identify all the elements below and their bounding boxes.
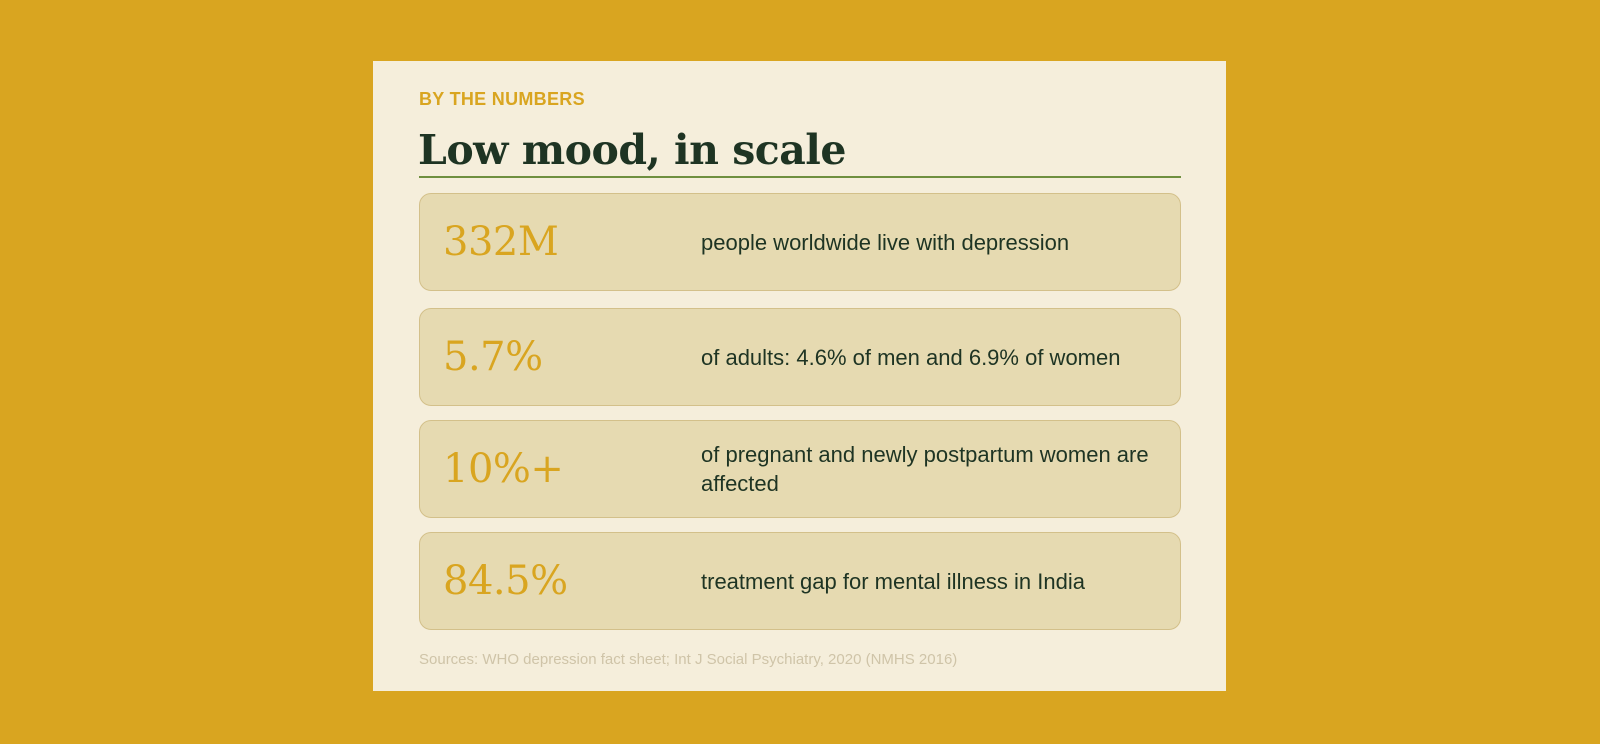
stats-card: BY THE NUMBERS Low mood, in scale 332M p… [373,61,1226,691]
stat-description: of adults: 4.6% of men and 6.9% of women [701,344,1121,370]
stat-row: 5.7% of adults: 4.6% of men and 6.9% of … [419,308,1181,406]
stat-value: 332M [443,219,559,265]
sources-note: Sources: WHO depression fact sheet; Int … [419,651,958,668]
stat-description: people worldwide live with depression [701,229,1070,255]
stat-description: of pregnant and newly postpartum women a… [701,442,1149,496]
kicker-label: BY THE NUMBERS [419,89,585,109]
title-divider [419,176,1181,178]
stat-value: 10%+ [443,446,564,492]
stat-row: 332M people worldwide live with depressi… [419,193,1181,291]
stat-description: treatment gap for mental illness in Indi… [701,568,1085,594]
card-title: Low mood, in scale [418,126,846,174]
stat-value: 84.5% [443,558,568,604]
stat-value: 5.7% [443,334,543,380]
stat-row: 84.5% treatment gap for mental illness i… [419,532,1181,630]
stat-row: 10%+ of pregnant and newly postpartum wo… [419,420,1181,518]
